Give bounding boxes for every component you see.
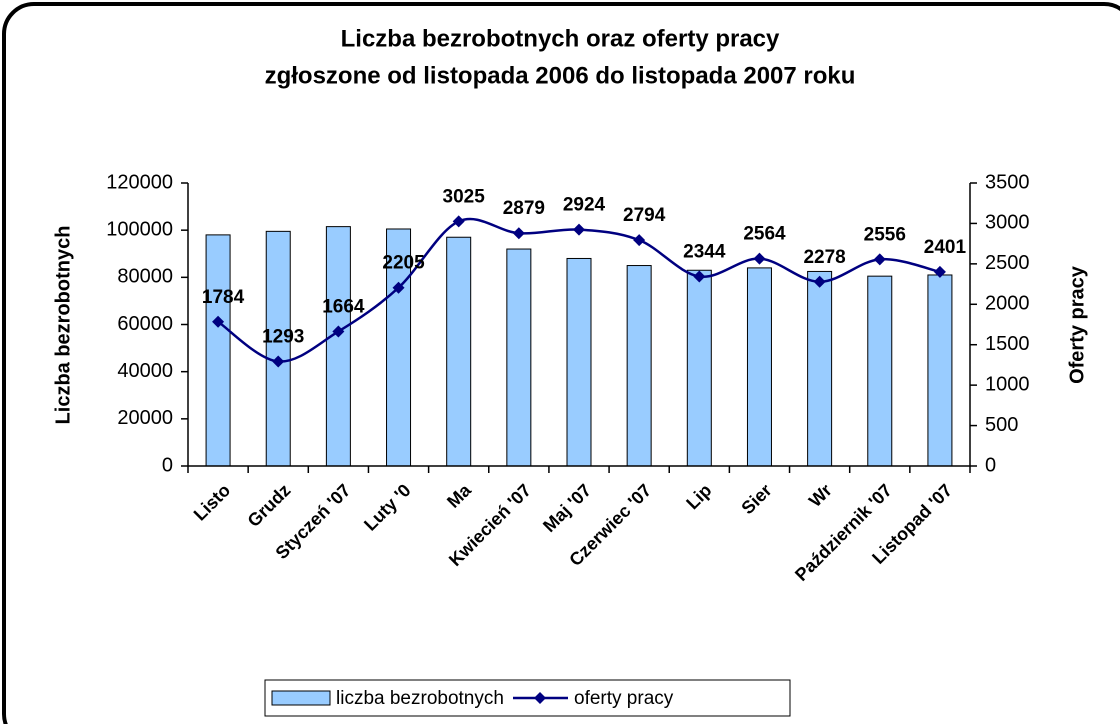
bar — [506, 248, 532, 467]
data-label: 1293 — [262, 326, 304, 347]
legend-marker — [534, 692, 546, 704]
data-label: 2879 — [503, 198, 545, 219]
y-tick-label: 100000 — [106, 218, 173, 240]
bar — [927, 274, 953, 467]
marker — [392, 281, 405, 294]
marker — [633, 234, 646, 247]
data-label: 2564 — [743, 224, 786, 245]
bar — [386, 228, 412, 467]
y2-tick-label: 0 — [985, 454, 996, 476]
bar — [746, 267, 772, 467]
data-label: 1664 — [322, 296, 365, 317]
legend-label: liczba bezrobotnych — [336, 688, 504, 709]
marker — [332, 325, 345, 338]
y-axis-title: Liczba bezrobotnych — [52, 226, 74, 425]
y2-tick-label: 500 — [985, 414, 1018, 436]
marker — [573, 223, 585, 236]
bar — [867, 275, 893, 467]
chart-title: zgłoszone od listopada 2006 do listopada… — [265, 62, 856, 89]
y2-tick-label: 3000 — [985, 212, 1030, 234]
marker — [212, 315, 225, 328]
bar — [205, 234, 231, 467]
y2-axis-title: Oferty pracy — [1066, 265, 1088, 384]
data-label: 2924 — [563, 195, 606, 216]
bar — [566, 257, 592, 467]
marker — [753, 252, 766, 265]
y-tick-label: 20000 — [117, 407, 173, 429]
data-label: 3025 — [443, 186, 486, 207]
data-label: 1784 — [202, 287, 245, 308]
marker — [512, 227, 525, 240]
marker — [873, 253, 886, 266]
y2-tick-label: 1500 — [985, 333, 1030, 355]
chart-title: Liczba bezrobotnych oraz oferty pracy — [341, 25, 780, 52]
y-tick-label: 80000 — [117, 266, 173, 288]
y2-tick-label: 2000 — [985, 293, 1030, 315]
data-label: 2556 — [864, 224, 906, 245]
bar — [807, 270, 833, 467]
y-tick-label: 40000 — [117, 360, 173, 382]
y-tick-label: 0 — [162, 454, 173, 476]
data-label: 2205 — [382, 253, 425, 274]
data-label: 2278 — [803, 247, 845, 268]
bar — [626, 265, 652, 467]
marker — [272, 355, 285, 368]
data-label: 2794 — [623, 205, 666, 226]
marker — [813, 275, 826, 288]
bar — [686, 269, 712, 467]
bar — [446, 236, 472, 467]
marker — [693, 270, 706, 283]
legend-label: oferty pracy — [574, 688, 674, 709]
y2-tick-label: 2500 — [985, 252, 1030, 274]
marker — [452, 215, 465, 228]
data-label: 2344 — [683, 241, 726, 262]
y2-tick-label: 3500 — [985, 171, 1030, 193]
y-tick-label: 120000 — [106, 171, 173, 193]
marker — [933, 265, 946, 278]
data-label: 2401 — [924, 237, 967, 258]
legend: liczba bezrobotnych oferty pracy — [264, 679, 791, 717]
y-tick-label: 60000 — [117, 313, 173, 335]
legend-swatch — [271, 690, 331, 706]
y2-tick-label: 1000 — [985, 373, 1030, 395]
bar — [325, 226, 351, 467]
bar — [265, 230, 291, 467]
